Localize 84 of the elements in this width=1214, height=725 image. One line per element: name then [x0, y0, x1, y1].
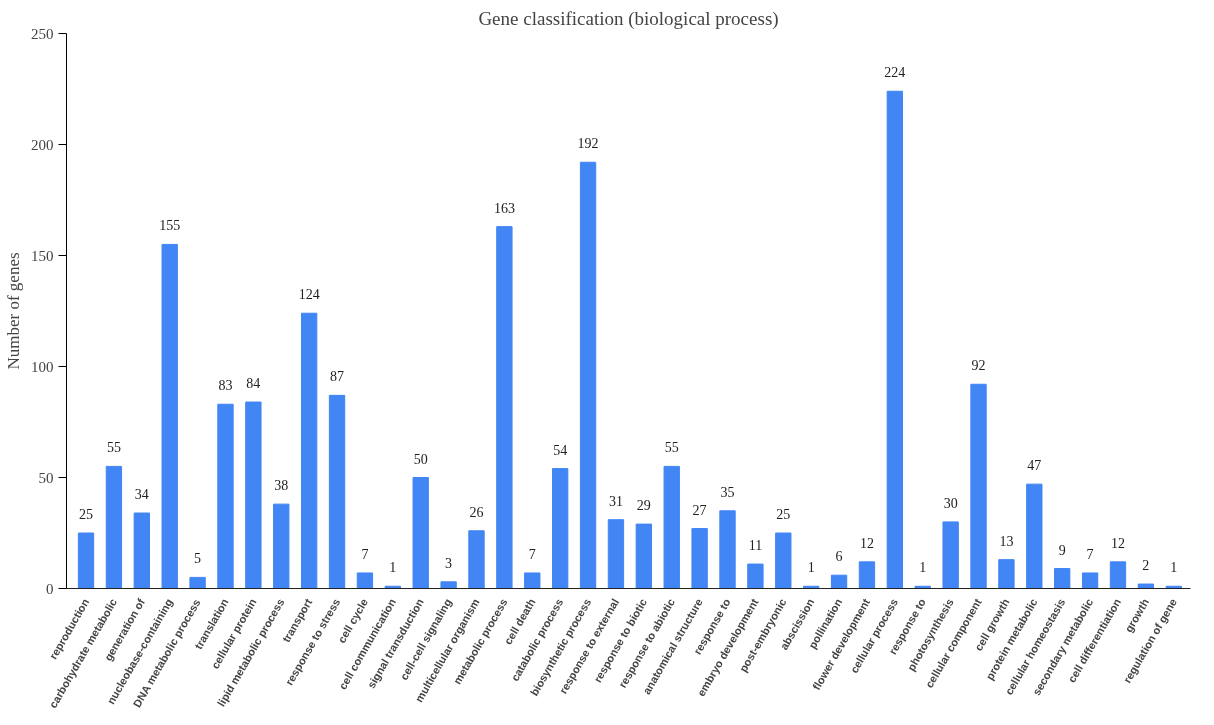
data-label: 9	[1058, 542, 1066, 558]
data-label: 1	[1170, 560, 1178, 576]
data-label: 3	[445, 555, 453, 571]
data-label: 12	[859, 535, 874, 551]
data-label: 163	[493, 200, 515, 216]
data-label: 12	[1110, 535, 1125, 551]
data-label: 5	[194, 551, 202, 567]
bar	[161, 243, 178, 589]
chart-title: Gene classification (biological process)	[478, 7, 779, 30]
data-label: 54	[553, 442, 568, 458]
data-label: 34	[134, 487, 149, 503]
bar	[300, 312, 318, 589]
bar	[1081, 572, 1099, 589]
data-label: 1	[389, 560, 397, 576]
bar	[217, 403, 234, 589]
data-label: 7	[361, 546, 369, 562]
data-label: 47	[1027, 458, 1042, 474]
bar	[1109, 561, 1127, 589]
bar	[886, 90, 904, 589]
data-label: 87	[330, 369, 345, 385]
data-label: 1	[919, 560, 927, 576]
bar	[552, 468, 569, 589]
bar	[440, 581, 457, 589]
data-label: 55	[664, 440, 679, 456]
bar	[830, 574, 848, 589]
data-label: 6	[835, 549, 843, 565]
bar	[579, 161, 597, 589]
bar	[970, 383, 987, 589]
data-label: 35	[720, 484, 735, 500]
bar	[412, 477, 429, 589]
bar	[635, 523, 653, 589]
y-tick-label: 0	[46, 580, 54, 597]
bar	[691, 528, 708, 589]
bar	[524, 572, 541, 589]
bar	[747, 563, 764, 589]
bar	[719, 510, 736, 589]
bar	[77, 532, 95, 589]
bar	[356, 572, 374, 589]
bar	[775, 532, 792, 589]
data-label: 13	[999, 533, 1014, 549]
data-label: 11	[748, 538, 763, 554]
data-label: 25	[79, 507, 94, 522]
y-axis-title: Number of genes	[4, 252, 23, 370]
bar	[663, 465, 680, 589]
data-label: 55	[106, 440, 121, 456]
y-tick-label: 150	[31, 247, 54, 264]
data-label: 2	[1142, 558, 1150, 574]
data-label: 224	[884, 65, 906, 81]
bar	[273, 503, 290, 589]
y-tick-label: 100	[31, 358, 54, 375]
data-label: 7	[1086, 546, 1094, 562]
bar	[496, 226, 513, 589]
bar	[105, 465, 123, 589]
data-label: 29	[636, 498, 651, 514]
bar	[1026, 483, 1043, 589]
data-label: 25	[776, 507, 791, 522]
bar	[245, 401, 262, 589]
data-label: 1	[807, 560, 815, 576]
data-label: 124	[298, 287, 320, 303]
y-tick-label: 50	[38, 469, 54, 486]
data-label: 83	[218, 378, 233, 394]
bar	[468, 530, 485, 589]
data-label: 7	[528, 546, 536, 562]
y-tick-label: 250	[31, 25, 54, 42]
y-tick-label: 200	[31, 136, 54, 153]
data-label: 38	[274, 478, 289, 494]
bar	[858, 561, 876, 589]
bar	[189, 576, 206, 589]
bar	[328, 394, 346, 589]
bar	[1137, 583, 1155, 589]
data-label: 84	[246, 376, 261, 392]
bar	[607, 519, 625, 589]
bar	[998, 559, 1015, 589]
data-label: 92	[971, 358, 986, 374]
data-label: 27	[692, 502, 707, 518]
data-label: 31	[608, 493, 623, 509]
bar	[942, 521, 959, 589]
data-label: 50	[413, 451, 428, 467]
data-label: 26	[469, 504, 484, 520]
data-label: 30	[943, 495, 958, 511]
data-label: 155	[159, 218, 181, 234]
data-label: 192	[577, 136, 599, 152]
bar	[133, 512, 150, 589]
bar	[1054, 568, 1071, 589]
